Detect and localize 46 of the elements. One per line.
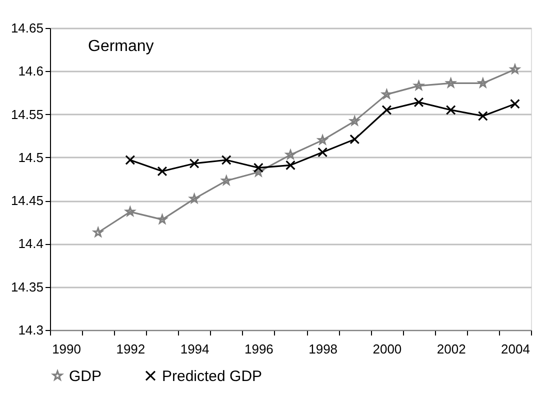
point (510, 64, 520, 74)
x-tick-label: 1996 (244, 342, 274, 356)
y-tick-label: 14.65 (10, 20, 44, 36)
point (350, 116, 360, 126)
point (286, 150, 296, 160)
point (189, 158, 200, 168)
point (478, 78, 488, 88)
x-tick-label: 2002 (436, 342, 466, 356)
point (222, 176, 232, 185)
x-tick-label: 1994 (180, 342, 210, 356)
point (446, 78, 456, 88)
point (414, 97, 424, 108)
y-tick-label: 14.35 (10, 279, 44, 294)
y-tick-label: 14.4 (18, 236, 44, 252)
point (286, 160, 296, 170)
point (382, 104, 392, 115)
point (157, 214, 168, 224)
y-tick-label: 14.55 (10, 106, 44, 122)
text: Germany (88, 38, 154, 55)
x-tick-label: 1998 (308, 342, 338, 356)
x-tick-label: 2000 (372, 342, 402, 356)
x-tick-label: 2004 (501, 342, 530, 356)
point (93, 228, 103, 237)
y-tick-label: 14.3 (18, 322, 44, 338)
point (221, 155, 232, 165)
x-tick-label: 1992 (116, 342, 146, 356)
legend-label: Predicted GDP (162, 368, 262, 385)
point (157, 166, 168, 176)
point (318, 135, 328, 144)
x-tick-label: 1990 (52, 342, 81, 356)
point (254, 167, 264, 176)
y-tick-label: 14.6 (18, 64, 44, 79)
point (253, 162, 264, 173)
point (446, 104, 456, 115)
point (510, 98, 520, 109)
point (382, 89, 392, 99)
point (190, 194, 200, 204)
point (350, 134, 360, 144)
point (318, 147, 328, 158)
point (125, 155, 136, 165)
point (414, 80, 424, 90)
y-tick-label: 14.45 (10, 193, 44, 208)
point (125, 206, 135, 216)
y-tick-label: 14.5 (18, 150, 44, 165)
point (478, 111, 488, 121)
legend-label: GDP (69, 368, 102, 385)
